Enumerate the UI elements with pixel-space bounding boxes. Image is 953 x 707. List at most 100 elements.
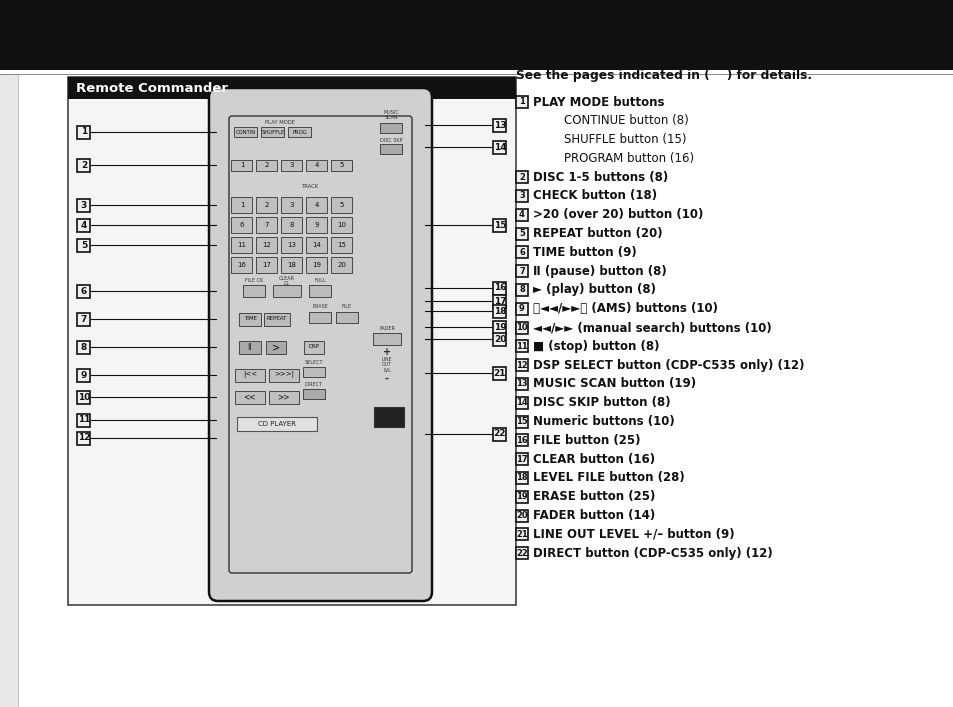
Text: CONTINUE button (8): CONTINUE button (8) — [563, 115, 688, 127]
Bar — [232, 160, 253, 170]
Text: PROGRAM button (16): PROGRAM button (16) — [563, 152, 694, 165]
Text: 7: 7 — [518, 267, 524, 276]
Bar — [77, 218, 91, 231]
Bar — [234, 368, 265, 382]
Bar — [516, 547, 527, 559]
Bar — [281, 237, 302, 253]
Text: 5: 5 — [339, 162, 344, 168]
Bar — [516, 378, 527, 390]
Text: 7: 7 — [265, 222, 269, 228]
Text: 19: 19 — [516, 492, 527, 501]
Text: 17: 17 — [516, 455, 527, 464]
Bar — [303, 389, 325, 399]
Bar — [303, 367, 325, 377]
Bar — [516, 510, 527, 522]
Bar — [493, 218, 506, 231]
Bar — [516, 472, 527, 484]
Text: ERASE button (25): ERASE button (25) — [533, 490, 655, 503]
Bar — [77, 284, 91, 298]
Bar — [266, 341, 286, 354]
Bar — [239, 312, 261, 325]
Text: MUSIC
SCAN: MUSIC SCAN — [383, 110, 398, 120]
Text: DIRECT button (CDP-C535 only) (12): DIRECT button (CDP-C535 only) (12) — [533, 547, 772, 560]
Bar — [516, 434, 527, 446]
Bar — [493, 119, 506, 132]
Text: 11: 11 — [77, 416, 91, 424]
Bar — [516, 528, 527, 540]
Text: 7: 7 — [81, 315, 87, 324]
Text: 9: 9 — [81, 370, 87, 380]
Bar — [516, 247, 527, 258]
Text: REPEAT button (20): REPEAT button (20) — [533, 227, 662, 240]
Bar — [234, 127, 257, 137]
Bar — [239, 341, 261, 354]
Bar — [493, 320, 506, 334]
Bar — [264, 312, 290, 325]
Bar — [331, 237, 352, 253]
Bar — [309, 285, 331, 297]
Text: 3: 3 — [518, 192, 524, 201]
Text: 1: 1 — [518, 98, 524, 107]
Text: 20: 20 — [516, 511, 527, 520]
Text: CLEAR button (16): CLEAR button (16) — [533, 452, 655, 466]
Text: 17: 17 — [493, 296, 506, 305]
Text: FILE CK: FILE CK — [245, 279, 263, 284]
Text: TRACK: TRACK — [301, 185, 318, 189]
Bar — [68, 77, 516, 99]
Text: DISC 1-5 buttons (8): DISC 1-5 buttons (8) — [533, 170, 667, 184]
Bar — [261, 127, 284, 137]
Text: 12: 12 — [262, 242, 272, 248]
Text: 5: 5 — [339, 202, 344, 208]
Bar — [281, 160, 302, 170]
FancyBboxPatch shape — [209, 88, 432, 601]
Text: MUSIC SCAN button (19): MUSIC SCAN button (19) — [533, 378, 696, 390]
Text: 16: 16 — [237, 262, 246, 268]
Text: 18: 18 — [287, 262, 296, 268]
Text: 10: 10 — [516, 323, 527, 332]
Text: 4: 4 — [314, 162, 319, 168]
Text: REPEAT: REPEAT — [267, 317, 287, 322]
Text: LINE
OUT
LVL: LINE OUT LVL — [381, 357, 392, 373]
Text: 2: 2 — [518, 173, 524, 182]
Bar — [77, 414, 91, 426]
Text: FILE button (25): FILE button (25) — [533, 434, 639, 447]
Text: Ⅱ (pause) button (8): Ⅱ (pause) button (8) — [533, 264, 666, 278]
Text: 2: 2 — [265, 162, 269, 168]
Bar — [493, 141, 506, 153]
Bar — [516, 228, 527, 240]
Bar — [331, 257, 352, 273]
Bar — [516, 397, 527, 409]
Text: 19: 19 — [493, 322, 506, 332]
Text: See the pages indicated in (    ) for details.: See the pages indicated in ( ) for detai… — [516, 69, 811, 83]
Text: CD PLAYER: CD PLAYER — [257, 421, 295, 427]
Text: FULL: FULL — [314, 279, 326, 284]
Text: CONTIN: CONTIN — [235, 129, 255, 134]
Text: >>>|: >>>| — [274, 371, 294, 378]
Bar — [335, 312, 357, 322]
Text: PLAY MODE: PLAY MODE — [265, 120, 295, 126]
Bar — [516, 359, 527, 371]
Text: FILE: FILE — [341, 305, 352, 310]
Text: >: > — [272, 342, 280, 352]
Text: SELECT: SELECT — [304, 361, 323, 366]
Text: 19: 19 — [313, 262, 321, 268]
Bar — [77, 431, 91, 445]
Text: SHUFFLE: SHUFFLE — [261, 129, 284, 134]
Text: 18: 18 — [516, 474, 527, 482]
Bar — [331, 197, 352, 213]
Text: 6: 6 — [81, 286, 87, 296]
Bar — [256, 257, 277, 273]
Text: 3: 3 — [81, 201, 87, 209]
Bar — [243, 285, 265, 297]
Bar — [516, 190, 527, 202]
Text: ► (play) button (8): ► (play) button (8) — [533, 284, 656, 296]
Text: 4: 4 — [518, 210, 524, 219]
Text: DISC SKIP button (8): DISC SKIP button (8) — [533, 397, 670, 409]
Text: Remote Commander: Remote Commander — [76, 81, 228, 95]
Text: SHUFFLE button (15): SHUFFLE button (15) — [563, 133, 686, 146]
Text: 8: 8 — [518, 286, 524, 295]
Bar — [516, 322, 527, 334]
Bar — [234, 390, 265, 404]
Text: PLAY MODE buttons: PLAY MODE buttons — [533, 95, 664, 108]
Bar — [256, 160, 277, 170]
